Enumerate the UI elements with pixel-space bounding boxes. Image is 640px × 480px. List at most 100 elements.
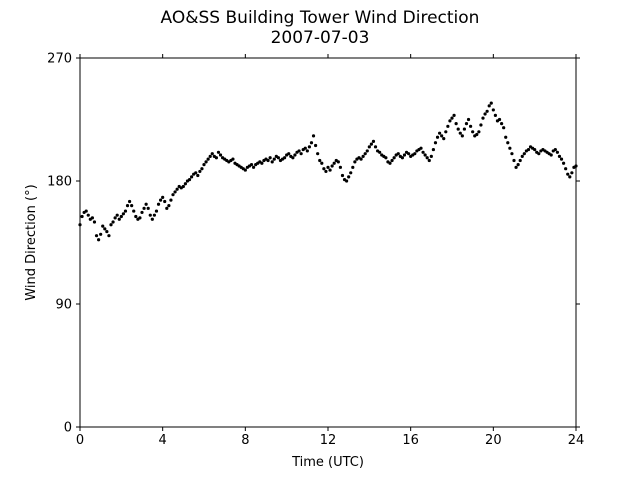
data-point bbox=[413, 152, 417, 156]
x-axis-label: Time (UTC) bbox=[291, 455, 364, 470]
data-point bbox=[167, 204, 171, 208]
data-point bbox=[479, 123, 483, 127]
data-point bbox=[559, 157, 564, 161]
data-point bbox=[194, 171, 198, 175]
data-point bbox=[549, 153, 553, 157]
data-point bbox=[566, 172, 570, 176]
y-tick-label: 270 bbox=[47, 52, 72, 67]
data-point bbox=[373, 145, 378, 149]
data-point bbox=[314, 143, 318, 148]
data-point bbox=[200, 167, 204, 171]
data-point bbox=[117, 217, 121, 221]
data-point bbox=[487, 104, 491, 108]
data-point bbox=[570, 171, 574, 175]
data-point bbox=[471, 130, 475, 134]
data-point bbox=[516, 163, 520, 167]
data-point bbox=[134, 214, 138, 219]
data-point bbox=[407, 152, 411, 156]
data-point bbox=[361, 154, 365, 158]
data-point bbox=[268, 156, 272, 160]
data-point bbox=[506, 141, 510, 145]
data-point bbox=[156, 202, 161, 206]
data-point bbox=[206, 157, 210, 161]
data-point bbox=[485, 109, 489, 113]
data-point bbox=[493, 113, 497, 117]
data-point bbox=[392, 156, 396, 160]
data-point bbox=[365, 149, 369, 153]
data-point bbox=[489, 101, 493, 105]
x-tick-label: 20 bbox=[485, 433, 502, 448]
data-point bbox=[390, 158, 394, 163]
data-point bbox=[448, 119, 452, 123]
data-point bbox=[202, 163, 206, 167]
data-point bbox=[105, 229, 109, 234]
data-point bbox=[130, 204, 134, 208]
data-point bbox=[510, 152, 514, 156]
data-point bbox=[340, 173, 345, 178]
data-point bbox=[204, 160, 208, 164]
data-point bbox=[169, 198, 173, 202]
data-point bbox=[349, 171, 353, 175]
data-point bbox=[456, 127, 460, 131]
data-point bbox=[272, 157, 276, 161]
data-point bbox=[148, 213, 152, 217]
data-point bbox=[562, 161, 566, 165]
data-point bbox=[508, 146, 512, 150]
data-point bbox=[347, 175, 351, 179]
data-point bbox=[483, 112, 487, 116]
data-point bbox=[427, 158, 431, 163]
data-point bbox=[307, 145, 311, 149]
data-point bbox=[293, 153, 297, 157]
data-point bbox=[97, 238, 101, 242]
data-point bbox=[557, 154, 562, 158]
x-tick-label: 8 bbox=[241, 433, 249, 448]
data-point bbox=[84, 209, 88, 213]
data-point bbox=[497, 117, 502, 122]
data-point bbox=[161, 195, 165, 199]
data-point bbox=[249, 163, 254, 167]
y-axis-label: Wind Direction (°) bbox=[24, 184, 39, 300]
data-point bbox=[526, 147, 531, 152]
data-points bbox=[78, 101, 578, 242]
data-point bbox=[309, 141, 314, 145]
chart-title: AO&SS Building Tower Wind Direction bbox=[160, 8, 480, 28]
data-point bbox=[163, 199, 167, 204]
data-point bbox=[165, 206, 169, 210]
data-point bbox=[388, 161, 392, 165]
y-tick-label: 0 bbox=[64, 421, 72, 436]
data-point bbox=[435, 135, 440, 139]
data-point bbox=[464, 122, 469, 126]
data-point bbox=[504, 135, 508, 139]
data-point bbox=[553, 147, 557, 152]
data-point bbox=[266, 158, 270, 163]
data-point bbox=[181, 184, 185, 189]
data-point bbox=[187, 178, 192, 182]
data-point bbox=[454, 122, 458, 126]
data-point bbox=[299, 152, 303, 156]
data-point bbox=[326, 165, 330, 169]
data-point bbox=[109, 223, 113, 227]
y-tick-label: 90 bbox=[55, 298, 72, 313]
data-point bbox=[466, 117, 471, 122]
data-point bbox=[132, 209, 136, 213]
data-point bbox=[378, 150, 382, 154]
data-point bbox=[218, 153, 223, 157]
data-point bbox=[568, 175, 572, 179]
data-point bbox=[283, 156, 287, 160]
data-point bbox=[351, 165, 355, 169]
data-point bbox=[533, 147, 537, 152]
data-point bbox=[171, 193, 175, 197]
data-point bbox=[537, 152, 541, 156]
data-point bbox=[113, 216, 117, 220]
data-point bbox=[353, 160, 357, 164]
data-point bbox=[214, 156, 218, 160]
x-tick-label: 16 bbox=[402, 433, 419, 448]
data-point bbox=[336, 160, 340, 164]
data-point bbox=[446, 124, 450, 128]
data-point bbox=[419, 146, 423, 150]
data-point bbox=[384, 156, 388, 160]
data-point bbox=[322, 167, 326, 171]
data-point bbox=[144, 202, 148, 206]
